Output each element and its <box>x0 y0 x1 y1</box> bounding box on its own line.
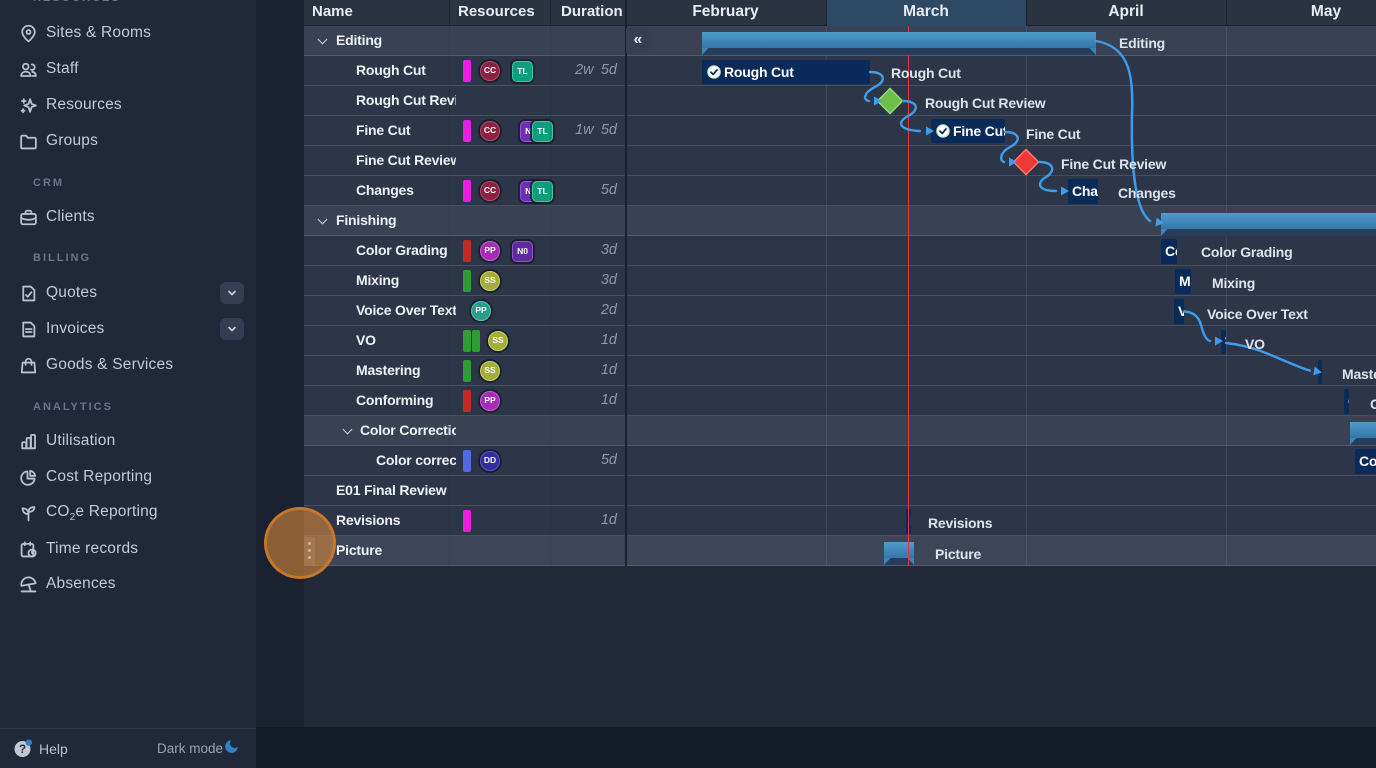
svg-text:?: ? <box>19 744 26 756</box>
